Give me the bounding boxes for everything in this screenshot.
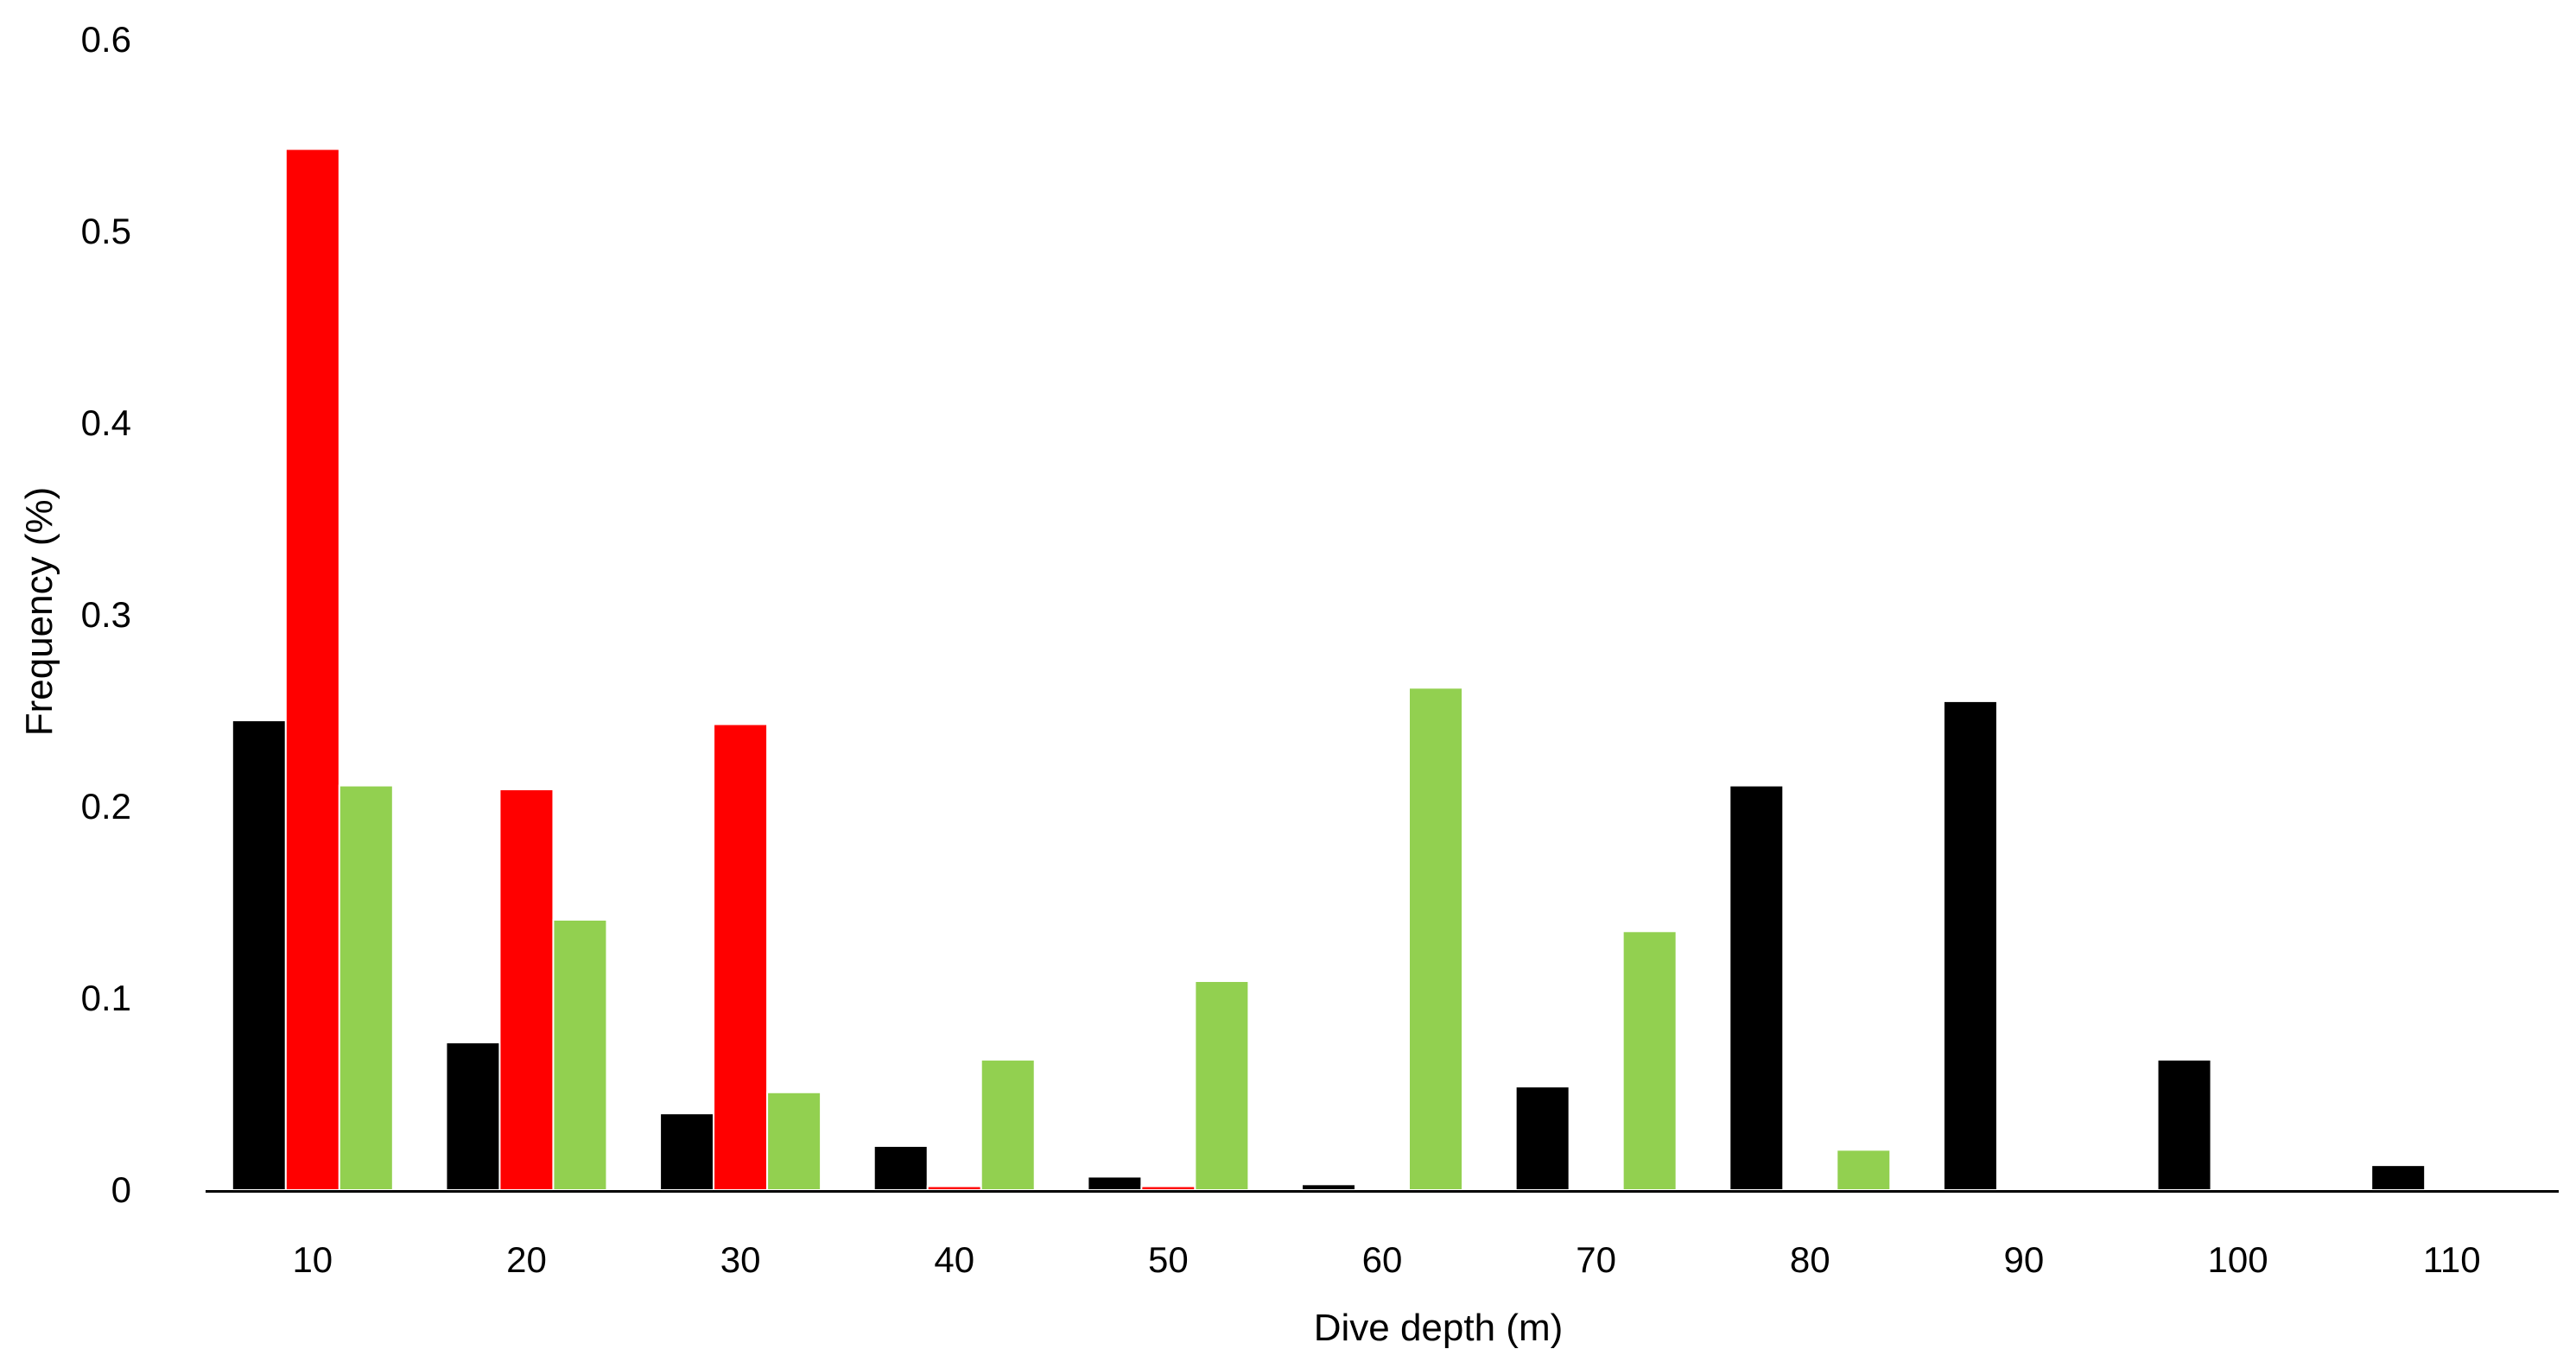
bar-black-series-50 xyxy=(1087,1175,1143,1191)
bar-red-series-40 xyxy=(926,1185,982,1192)
x-tick-label: 70 xyxy=(1576,1239,1616,1280)
x-tick-label: 10 xyxy=(292,1239,333,1280)
bar-red-series-30 xyxy=(713,723,769,1191)
bar-red-series-20 xyxy=(498,788,555,1192)
bar-black-series-90 xyxy=(1942,700,1998,1191)
bar-black-series-20 xyxy=(445,1042,501,1192)
y-tick-label: 0.5 xyxy=(81,211,131,251)
bar-green-series-40 xyxy=(980,1059,1036,1192)
x-tick-label: 30 xyxy=(720,1239,761,1280)
x-tick-label: 80 xyxy=(1790,1239,1830,1280)
x-tick-label: 20 xyxy=(506,1239,547,1280)
x-axis-title: Dive depth (m) xyxy=(1314,1307,1564,1349)
bar-black-series-70 xyxy=(1514,1086,1570,1191)
y-tick-label: 0.3 xyxy=(81,594,131,635)
x-tick-label: 50 xyxy=(1148,1239,1189,1280)
x-tick-label: 60 xyxy=(1362,1239,1403,1280)
bar-green-series-30 xyxy=(766,1091,822,1192)
bar-red-series-50 xyxy=(1140,1185,1196,1192)
y-tick-label: 0.2 xyxy=(81,786,131,826)
bar-black-series-100 xyxy=(2156,1059,2212,1192)
y-axis-tick-labels: 0 0.1 0.2 0.3 0.4 0.5 0.6 xyxy=(81,19,131,1210)
bar-green-series-20 xyxy=(552,918,608,1191)
y-tick-label: 0.1 xyxy=(81,978,131,1018)
bars xyxy=(231,148,2427,1192)
y-tick-label: 0.6 xyxy=(81,19,131,60)
bar-black-series-60 xyxy=(1301,1183,1356,1191)
bar-green-series-70 xyxy=(1621,930,1678,1192)
bar-black-series-80 xyxy=(1729,784,1785,1192)
x-axis-tick-labels: 10 20 30 40 50 60 70 80 90 100 110 xyxy=(292,1239,2480,1280)
x-tick-label: 40 xyxy=(934,1239,974,1280)
bar-green-series-80 xyxy=(1836,1149,1892,1192)
y-tick-label: 0 xyxy=(111,1169,131,1210)
bar-black-series-110 xyxy=(2370,1164,2427,1192)
bar-green-series-50 xyxy=(1194,980,1250,1192)
bar-black-series-10 xyxy=(231,719,287,1191)
x-tick-label: 110 xyxy=(2423,1239,2481,1280)
x-tick-label: 90 xyxy=(2004,1239,2045,1280)
bar-red-series-10 xyxy=(284,148,340,1191)
bar-green-series-10 xyxy=(338,784,394,1192)
y-tick-label: 0.4 xyxy=(81,402,131,443)
bar-black-series-40 xyxy=(872,1144,929,1191)
bar-black-series-30 xyxy=(659,1112,715,1191)
bar-green-series-60 xyxy=(1408,687,1463,1191)
x-tick-label: 100 xyxy=(2208,1239,2268,1280)
y-axis-title: Frequency (%) xyxy=(18,487,60,737)
